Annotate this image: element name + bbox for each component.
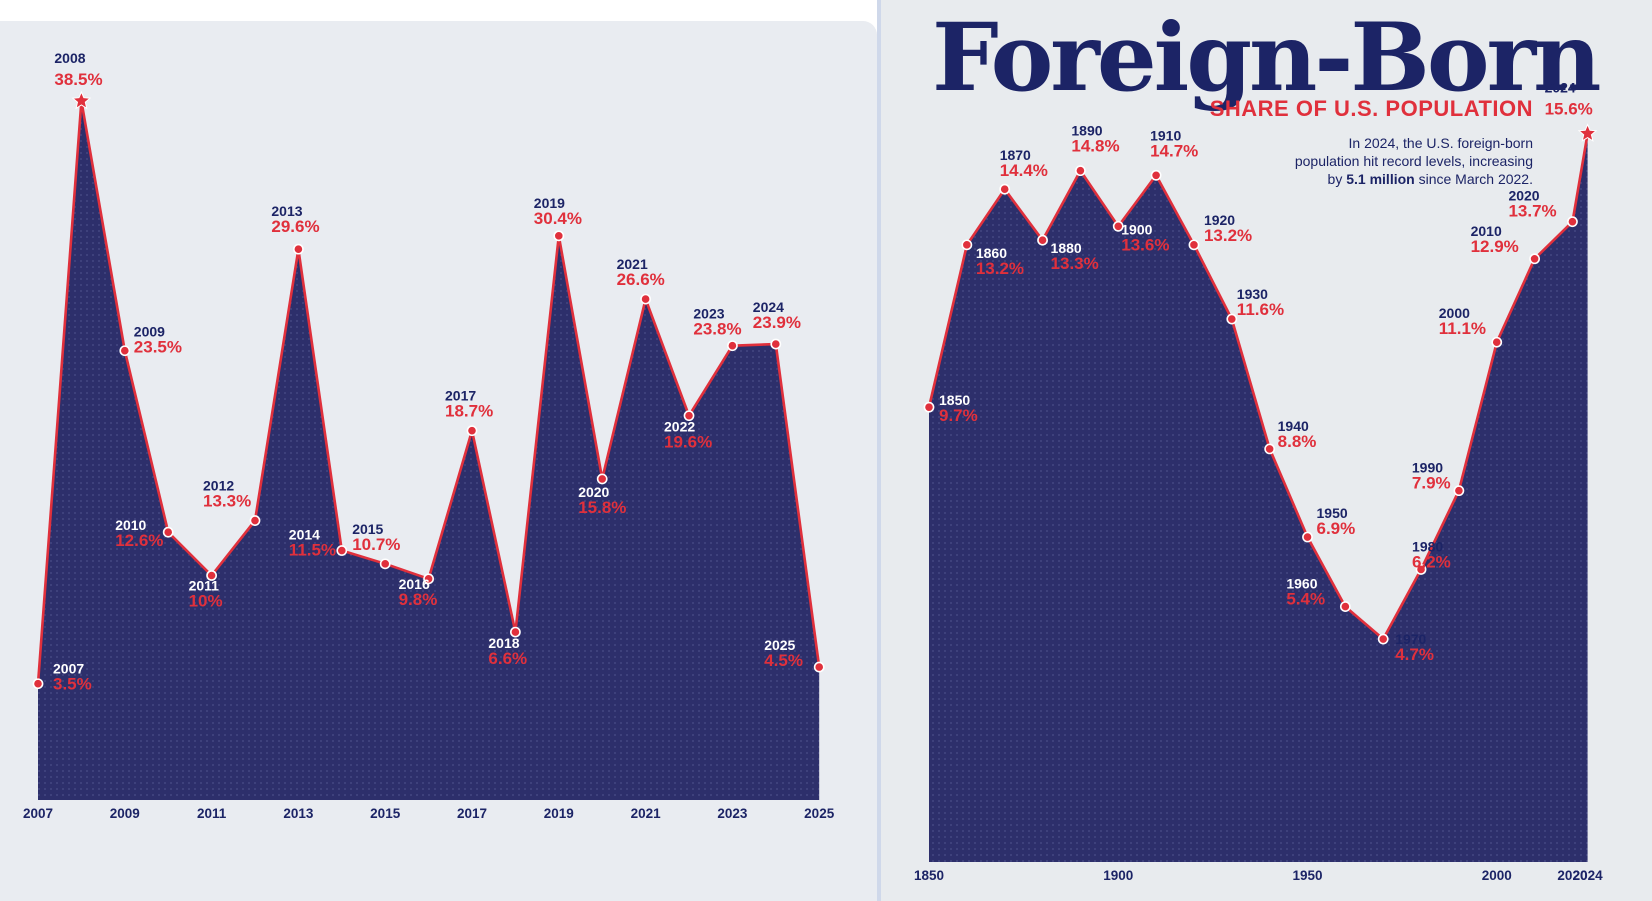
right-value-label-1870: 14.4%: [1000, 161, 1048, 180]
left-value-label-2024: 23.9%: [753, 313, 801, 332]
right-point-1860: [962, 240, 971, 249]
right-point-2010: [1530, 254, 1539, 263]
right-point-1920: [1189, 240, 1198, 249]
left-value-label-2016: 9.8%: [399, 590, 438, 609]
left-value-label-2023: 23.8%: [693, 320, 741, 339]
left-x-tick-2007: 2007: [23, 806, 53, 821]
right-point-2000: [1492, 338, 1501, 347]
right-point-1910: [1152, 171, 1161, 180]
left-x-tick-2023: 2023: [717, 806, 748, 821]
left-point-2021: [641, 295, 650, 304]
right-value-label-2020: 13.7%: [1508, 202, 1556, 221]
left-value-label-2010: 12.6%: [115, 531, 163, 550]
right-point-1950: [1303, 532, 1312, 541]
right-point-1870: [1000, 185, 1009, 194]
right-point-1880: [1038, 236, 1047, 245]
right-point-1940: [1265, 444, 1274, 453]
right-value-label-1910: 14.7%: [1150, 141, 1198, 160]
right-point-1990: [1454, 486, 1463, 495]
left-value-label-2017: 18.7%: [445, 402, 493, 421]
left-value-label-2015: 10.7%: [352, 535, 400, 554]
right-point-1890: [1076, 166, 1085, 175]
right-chart-note-line-2: population hit record levels, increasing: [1295, 153, 1533, 169]
right-x-tick-1900: 1900: [1103, 868, 1133, 883]
left-point-2009: [120, 346, 129, 355]
left-point-2013: [294, 245, 303, 254]
right-value-label-1970: 4.7%: [1395, 645, 1434, 664]
right-year-label-2024: 2024: [1545, 80, 1576, 96]
left-value-label-2012: 13.3%: [203, 492, 251, 511]
left-area-chart: 20073.5%200838.5%200923.5%201012.6%20111…: [23, 50, 835, 821]
right-value-label-1880: 13.3%: [1051, 254, 1099, 273]
left-value-label-2019: 30.4%: [534, 209, 582, 228]
left-x-tick-2009: 2009: [110, 806, 140, 821]
left-value-label-2007: 3.5%: [53, 675, 92, 694]
right-value-label-1900: 13.6%: [1121, 235, 1169, 254]
right-point-1960: [1341, 602, 1350, 611]
left-point-2025: [815, 662, 824, 671]
right-area-chart: 18509.7%186013.2%187014.4%188013.3%18901…: [914, 80, 1603, 883]
right-point-2020: [1568, 217, 1577, 226]
right-chart-note-line-3: by 5.1 million since March 2022.: [1328, 171, 1533, 187]
left-value-label-2008: 38.5%: [54, 70, 102, 89]
right-point-1970: [1379, 634, 1388, 643]
right-value-label-1990: 7.9%: [1412, 474, 1451, 493]
left-value-label-2020: 15.8%: [578, 498, 626, 517]
right-value-label-1850: 9.7%: [939, 406, 978, 425]
left-x-tick-2017: 2017: [457, 806, 487, 821]
left-point-2019: [554, 231, 563, 240]
left-point-2014: [337, 546, 346, 555]
left-value-label-2014: 11.5%: [289, 541, 336, 560]
left-point-2015: [381, 559, 390, 568]
left-point-2017: [467, 426, 476, 435]
left-x-tick-2015: 2015: [370, 806, 401, 821]
left-value-label-2021: 26.6%: [617, 270, 665, 289]
right-point-1930: [1227, 314, 1236, 323]
right-x-tick-2000: 2000: [1482, 868, 1512, 883]
left-value-label-2011: 10%: [189, 592, 223, 611]
left-x-tick-2013: 2013: [283, 806, 314, 821]
left-value-label-2022: 19.6%: [664, 433, 712, 452]
right-value-label-2024: 15.6%: [1545, 100, 1593, 119]
left-x-tick-2011: 2011: [197, 806, 227, 821]
left-value-label-2025: 4.5%: [764, 651, 803, 670]
left-point-2023: [728, 341, 737, 350]
right-value-label-1860: 13.2%: [976, 259, 1024, 278]
left-year-label-2008: 2008: [54, 50, 85, 66]
right-chart-subtitle: SHARE OF U.S. POPULATION: [1210, 96, 1533, 121]
right-value-label-1960: 5.4%: [1286, 590, 1325, 609]
right-value-label-1920: 13.2%: [1204, 226, 1252, 245]
left-x-tick-2021: 2021: [631, 806, 662, 821]
right-value-label-1950: 6.9%: [1317, 519, 1356, 538]
left-point-2010: [164, 528, 173, 537]
left-value-label-2018: 6.6%: [488, 649, 527, 668]
right-chart-note-line-1: In 2024, the U.S. foreign-born: [1349, 135, 1533, 151]
left-x-tick-2025: 2025: [804, 806, 835, 821]
right-value-label-2010: 12.9%: [1471, 237, 1519, 256]
left-x-tick-2019: 2019: [544, 806, 574, 821]
right-x-tick-2024: 2024: [1573, 868, 1604, 883]
left-point-2024: [771, 339, 780, 348]
left-value-label-2013: 29.6%: [271, 217, 319, 236]
right-value-label-1930: 11.6%: [1237, 300, 1284, 319]
left-point-2020: [598, 474, 607, 483]
right-x-tick-1850: 1850: [914, 868, 944, 883]
right-point-1850: [924, 403, 933, 412]
right-value-label-1890: 14.8%: [1071, 137, 1119, 156]
left-point-2007: [33, 679, 42, 688]
right-value-label-1940: 8.8%: [1278, 432, 1317, 451]
right-value-label-1980: 6.2%: [1412, 552, 1451, 571]
left-point-2012: [250, 516, 259, 525]
right-value-label-2000: 11.1%: [1439, 319, 1486, 338]
right-x-tick-1950: 1950: [1292, 868, 1322, 883]
left-value-label-2009: 23.5%: [134, 338, 182, 357]
